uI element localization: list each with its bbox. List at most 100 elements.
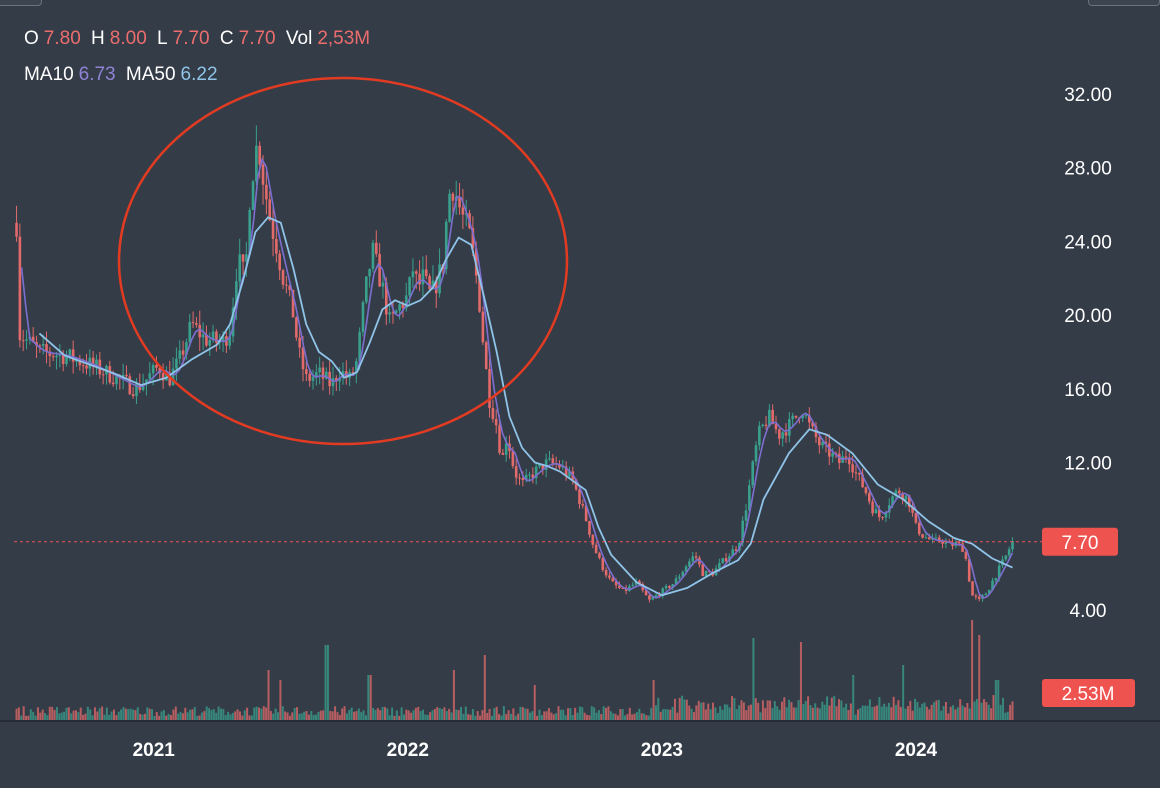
candle — [68, 348, 72, 361]
candle — [225, 331, 228, 354]
candles — [15, 125, 1014, 603]
volume-bar — [650, 707, 653, 720]
candle-body — [484, 342, 488, 369]
volume-bar — [257, 707, 260, 720]
volume-bar — [685, 699, 688, 720]
volume-bar — [550, 712, 553, 720]
volume-bar — [533, 685, 536, 720]
candle-body — [524, 474, 528, 481]
candle-body — [901, 493, 904, 500]
volume-bar — [424, 714, 427, 720]
candle-body — [921, 534, 924, 538]
candle-body — [531, 474, 535, 479]
candle — [1011, 537, 1014, 552]
candle-body — [285, 284, 288, 286]
volume-bar — [940, 710, 943, 720]
candle — [531, 467, 535, 484]
volume-bar — [823, 704, 826, 720]
volume-bar — [288, 715, 291, 720]
volume-bar — [467, 714, 470, 720]
candle — [608, 571, 611, 580]
candle — [911, 502, 914, 517]
candle-body — [847, 457, 851, 465]
volume-bar — [726, 704, 729, 720]
candle — [548, 450, 551, 462]
candle — [628, 584, 631, 592]
volume-bar — [383, 707, 386, 720]
candle — [208, 332, 212, 356]
volume-bar — [36, 707, 39, 720]
candle-body — [971, 581, 974, 596]
volume-bar — [262, 706, 265, 720]
candle-body — [55, 355, 58, 358]
candle-body — [671, 584, 675, 588]
candle — [724, 553, 728, 564]
x-tick-label: 2021 — [133, 740, 176, 761]
candle-body — [155, 364, 158, 368]
volume-bar — [906, 706, 909, 720]
candle-body — [941, 541, 944, 544]
volume-bar — [790, 702, 793, 720]
volume-bar — [426, 714, 429, 720]
volume-bar — [457, 710, 460, 720]
volume-bar — [407, 710, 410, 720]
candle-body — [145, 379, 148, 385]
ma10-value: 6.73 — [78, 64, 116, 85]
volume-bar — [108, 714, 111, 720]
candle — [861, 468, 864, 488]
candle-body — [128, 376, 132, 395]
volume-bar — [212, 709, 215, 720]
candle-body — [844, 456, 848, 458]
volume-bar — [771, 708, 774, 720]
candle — [661, 587, 665, 599]
volume-bar — [676, 712, 679, 720]
ma50-key: MA50 — [125, 64, 176, 85]
candle-body — [148, 373, 152, 380]
volume-bar — [840, 700, 843, 720]
volume-bar — [640, 713, 643, 720]
candle-body — [994, 577, 998, 581]
candle-body — [438, 264, 441, 294]
volume-bar — [55, 707, 58, 720]
volume-bar — [177, 713, 180, 720]
candle — [431, 265, 435, 290]
candle — [748, 479, 751, 512]
candle — [771, 404, 774, 425]
volume-bar — [788, 699, 791, 720]
volume-bar — [58, 713, 61, 720]
candle-body — [681, 571, 685, 577]
candle-body — [934, 537, 938, 539]
volume-bar — [721, 709, 724, 720]
volume-bar — [298, 713, 301, 720]
candle — [251, 179, 255, 211]
volume-bar — [448, 708, 451, 720]
candle — [281, 268, 285, 290]
candle-body — [701, 564, 705, 577]
volume-bar — [360, 712, 363, 720]
volume-bar — [904, 708, 907, 720]
volume-bar — [624, 715, 627, 720]
volume-bar — [733, 698, 736, 720]
volume-bar — [883, 703, 886, 720]
candle — [308, 368, 311, 387]
volume-bar — [878, 697, 881, 720]
candle-body — [215, 331, 218, 343]
candle-body — [318, 367, 321, 373]
volume-bar — [647, 715, 650, 720]
candle-body — [374, 242, 378, 254]
candle-body — [301, 347, 305, 370]
volume-bar — [871, 707, 874, 720]
candle — [25, 329, 28, 350]
volume-bar — [481, 710, 484, 720]
candle-body — [321, 367, 325, 379]
toolbar-button-left[interactable] — [0, 0, 42, 6]
candle-body — [471, 228, 475, 249]
volume-bar — [576, 712, 579, 720]
volume-bar — [162, 710, 165, 720]
volume-bar — [227, 711, 230, 720]
volume-bar — [279, 680, 282, 720]
candle — [971, 580, 974, 596]
candle — [421, 256, 425, 297]
ma10-key: MA10 — [24, 64, 74, 85]
